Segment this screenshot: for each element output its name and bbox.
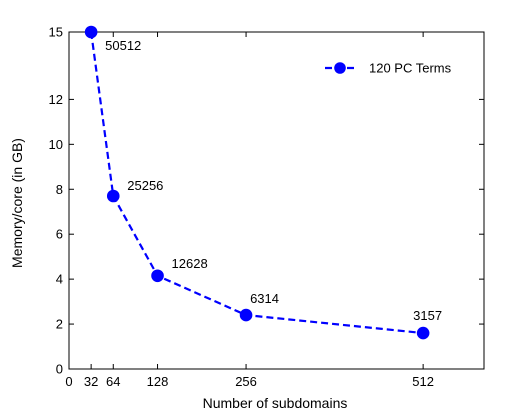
data-label: 3157 [413, 308, 442, 323]
data-labels-layer: 50512 25256 12628 6314 3157 [105, 38, 442, 323]
data-label: 12628 [172, 256, 208, 271]
y-tick-label: 8 [56, 182, 63, 197]
data-label: 50512 [105, 38, 141, 53]
data-point [106, 189, 120, 203]
legend-label: 120 PC Terms [369, 61, 452, 76]
legend: 120 PC Terms [325, 61, 452, 76]
data-point [416, 326, 430, 340]
y-tick-label: 4 [56, 272, 63, 287]
y-tick-label: 15 [49, 25, 63, 40]
data-point [84, 25, 98, 39]
y-tick-label: 10 [49, 137, 63, 152]
data-point [239, 308, 253, 322]
x-tick-label: 128 [147, 374, 169, 389]
y-tick-label: 12 [49, 92, 63, 107]
legend-marker [334, 62, 346, 74]
plot-frame [68, 31, 485, 370]
x-axis-title: Number of subdomains [203, 395, 348, 411]
x-tick-label: 64 [106, 374, 120, 389]
series-layer [84, 25, 430, 340]
y-tick-label: 2 [56, 317, 63, 332]
data-point [151, 269, 164, 283]
y-axis-title: Memory/core (in GB) [9, 138, 25, 268]
data-label: 6314 [250, 291, 279, 306]
y-tick-label: 6 [56, 227, 63, 242]
x-tick-label: 0 [65, 374, 72, 389]
axes-layer: 0 32 64 128 256 512 0 2 4 6 8 10 12 15 [49, 25, 485, 389]
x-tick-label: 32 [84, 374, 98, 389]
x-tick-label: 256 [235, 374, 257, 389]
data-label: 25256 [127, 178, 163, 193]
x-tick-label: 512 [412, 374, 434, 389]
y-tick-label: 0 [56, 362, 63, 377]
